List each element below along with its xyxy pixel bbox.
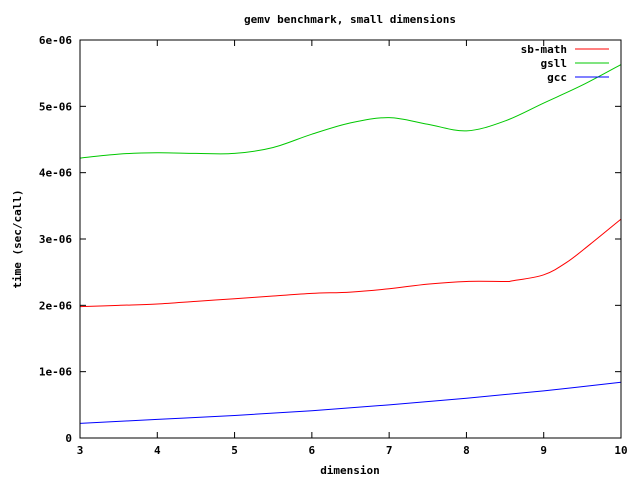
series-layer [79,64,622,424]
y-tick-label: 1e-06 [39,366,72,379]
x-tick-label: 9 [540,444,547,457]
x-axis-label: dimension [320,464,380,477]
x-tick-label: 4 [154,444,161,457]
y-tick-label: 6e-06 [39,34,72,47]
y-tick-label: 5e-06 [39,100,72,113]
series-line-sb-math [79,218,622,308]
legend-label: gsll [541,57,568,70]
plot-border [79,39,622,439]
series-line-gsll [79,64,622,159]
x-tick-label: 7 [386,444,393,457]
y-tick-label: 0 [65,432,72,445]
x-tick-label: 5 [231,444,238,457]
legend-label: gcc [547,71,567,84]
chart-title: gemv benchmark, small dimensions [244,13,456,26]
y-tick-label: 3e-06 [39,233,72,246]
x-tick-label: 6 [309,444,316,457]
x-tick-label: 10 [614,444,627,457]
x-tick-label: 3 [77,444,84,457]
y-axis-label: time (sec/call) [11,189,24,288]
y-tick-label: 4e-06 [39,167,72,180]
series-line-gcc [79,381,622,424]
legend-label: sb-math [521,43,567,56]
ticks-layer: 3 4 5 6 7 8 9 10 0 1e-06 2e-06 3e-06 4e-06 5e-06 6e-06 [39,34,628,457]
y-tick-label: 2e-06 [39,299,72,312]
x-tick-label: 8 [463,444,470,457]
